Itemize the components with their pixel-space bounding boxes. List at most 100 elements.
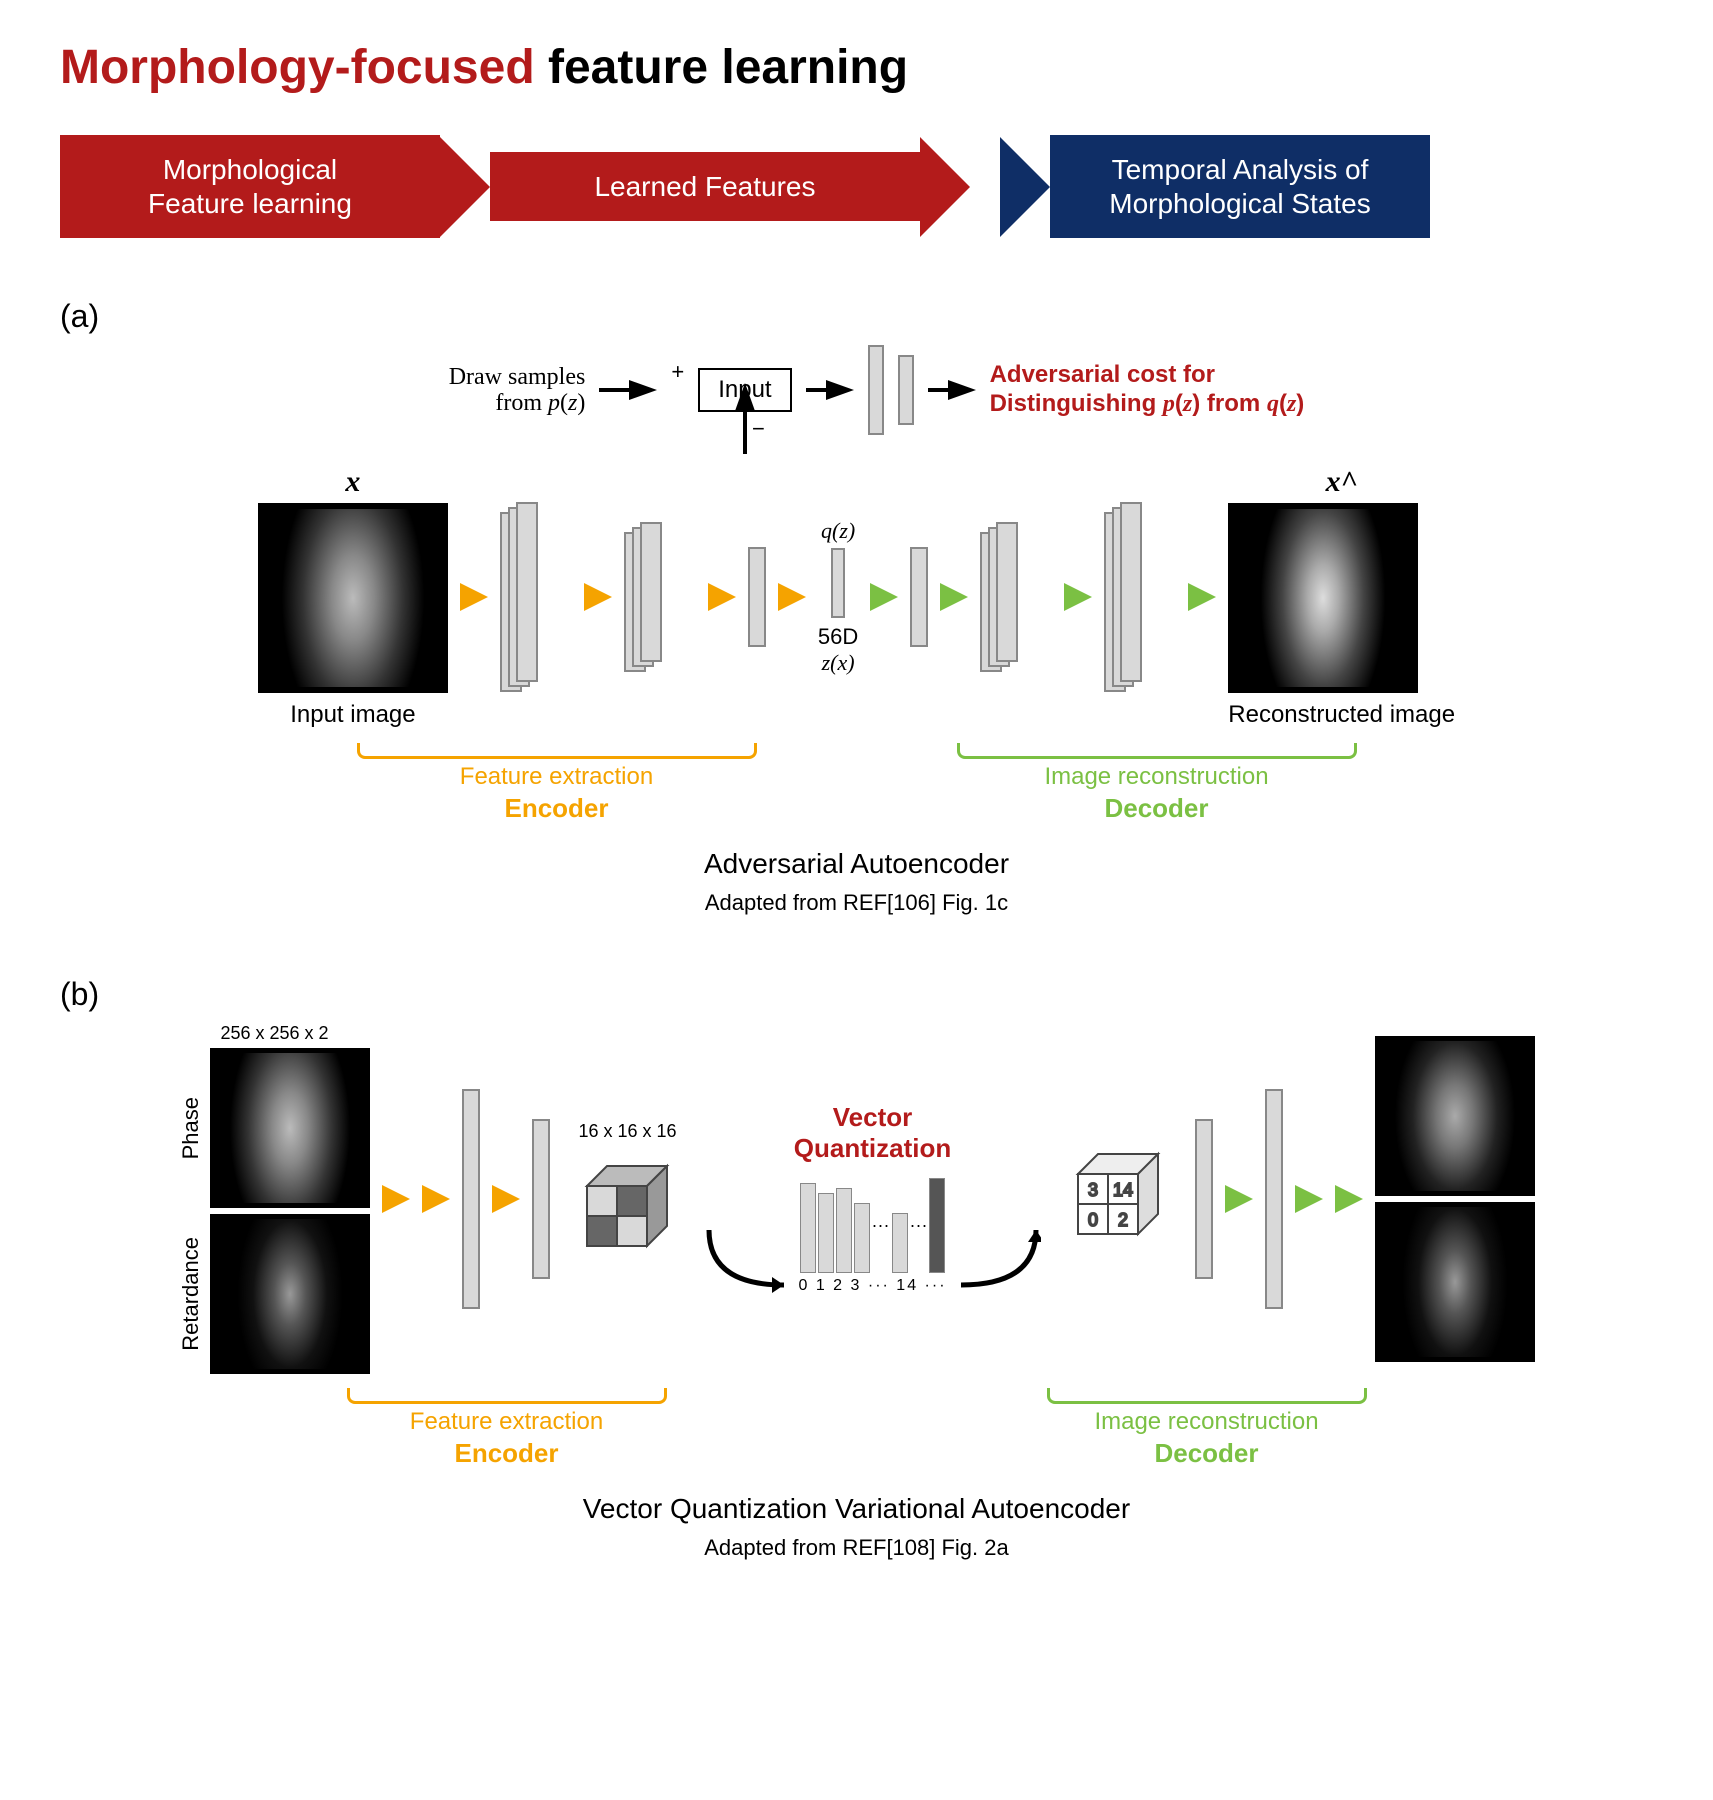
retardance-output-image: [1375, 1202, 1535, 1362]
b-dec-layer-1: [1195, 1119, 1213, 1279]
phase-image: [210, 1048, 370, 1208]
pipeline-arrow-1: [440, 137, 490, 237]
dec-stack-3: [1104, 502, 1144, 692]
curve-arrow-right-icon: [951, 1225, 1041, 1295]
enc-layer-3: [748, 547, 766, 647]
feature-cube-icon: [562, 1146, 692, 1276]
input-caption: Input image: [258, 701, 448, 729]
b-encoder-line2: Encoder: [347, 1438, 667, 1469]
disc-layer-1: [868, 345, 884, 435]
dec-arrow-1-icon: [870, 583, 898, 611]
dec-arrow-2-icon: [940, 583, 968, 611]
enc-arrow-4-icon: [778, 583, 806, 611]
adversarial-cost-text: Adversarial cost forDistinguishing p(z) …: [990, 361, 1305, 419]
b-decoder-line2: Decoder: [1047, 1438, 1367, 1469]
cube-dims-label: 16 x 16 x 16: [578, 1121, 676, 1142]
pipeline-bar: Morphological Feature learning Learned F…: [60, 135, 1653, 238]
phase-label: Phase: [178, 1097, 204, 1159]
pipeline-box-3: Temporal Analysis of Morphological State…: [1050, 135, 1430, 238]
b-decoder-line1: Image reconstruction: [1047, 1408, 1367, 1436]
b-dec-arrow-3-icon: [1335, 1185, 1363, 1213]
latent-layer: [831, 548, 845, 618]
title-red: Morphology-focused: [60, 41, 535, 94]
b-dec-arrow-2-icon: [1295, 1185, 1323, 1213]
latent-column: q(z) 56D z(x): [818, 518, 858, 676]
minus-sign: −: [752, 416, 765, 442]
enc-arrow-1-icon: [460, 583, 488, 611]
panel-b: (b) 256 x 256 x 2 Phase Retardance 16 x …: [60, 976, 1653, 1561]
quantized-cube-wrap: 3 14 0 2: [1053, 1134, 1183, 1264]
vq-center: Vector Quantization ··· ···: [704, 1102, 1040, 1295]
decoder-line2: Decoder: [957, 793, 1357, 824]
b-dec-arrow-1-icon: [1225, 1185, 1253, 1213]
codebook-bars: ··· ···: [800, 1178, 946, 1273]
panel-b-label: (b): [60, 976, 1653, 1013]
vq-label: Vector Quantization: [794, 1102, 951, 1164]
vqvae-bracket-row: Feature extraction Encoder Image reconst…: [60, 1388, 1653, 1469]
panel-a: (a) Draw samplesfrom p(z) + Input −: [60, 298, 1653, 916]
svg-text:14: 14: [1113, 1180, 1133, 1200]
retardance-image: [210, 1214, 370, 1374]
b-decoder-bracket: Image reconstruction Decoder: [1047, 1388, 1367, 1469]
enc-arrow-2-icon: [584, 583, 612, 611]
enc-stack-2: [624, 522, 664, 672]
encoder-line1: Feature extraction: [357, 763, 757, 791]
arrow-disc-2-icon: [948, 380, 976, 400]
page-title: Morphology-focused feature learning: [60, 40, 1653, 95]
decoder-line1: Image reconstruction: [957, 763, 1357, 791]
vqvae-title: Vector Quantization Variational Autoenco…: [60, 1493, 1653, 1525]
arrow-disc-1-icon: [826, 380, 854, 400]
aae-diagram-row: x Input image q(z) 56D z(x): [60, 465, 1653, 729]
b-enc-layer-2: [532, 1119, 550, 1279]
vqvae-sub: Adapted from REF[108] Fig. 2a: [60, 1535, 1653, 1561]
latent-zx: z(x): [818, 650, 858, 676]
pipeline-box-1: Morphological Feature learning: [60, 135, 440, 238]
phase-output-image: [1375, 1036, 1535, 1196]
svg-text:2: 2: [1118, 1210, 1128, 1230]
output-var-x: x^: [1228, 465, 1455, 499]
b-dec-layer-2: [1265, 1089, 1283, 1309]
b-enc-arrow-1-icon: [382, 1185, 410, 1213]
input-dims-label: 256 x 256 x 2: [220, 1023, 328, 1044]
pipeline-arrow-2: [920, 137, 970, 237]
arrow-to-input-icon: [629, 380, 657, 400]
vqvae-output-wrap: [1375, 1036, 1535, 1362]
pipeline-arrow-3: [1000, 137, 1050, 237]
encoder-line2: Encoder: [357, 793, 757, 824]
retardance-label: Retardance: [178, 1237, 204, 1351]
input-image-wrap: x Input image: [258, 465, 448, 729]
enc-stack-1: [500, 502, 540, 692]
aae-bracket-row: Feature extraction Encoder Image reconst…: [60, 743, 1653, 824]
dec-arrow-3-icon: [1064, 583, 1092, 611]
b-enc-arrow-2-icon: [422, 1185, 450, 1213]
dec-arrow-4-icon: [1188, 583, 1216, 611]
plus-sign: +: [671, 359, 684, 385]
b-enc-arrow-3-icon: [492, 1185, 520, 1213]
svg-text:3: 3: [1088, 1180, 1098, 1200]
arrow-up-icon: [735, 383, 755, 411]
output-cell-image: [1228, 503, 1418, 693]
latent-dim: 56D: [818, 624, 858, 650]
codebook-labels: 0 1 2 3 ··· 14 ···: [798, 1277, 946, 1295]
feature-cube-wrap: 16 x 16 x 16: [562, 1121, 692, 1276]
curve-arrow-left-icon: [704, 1225, 794, 1295]
input-cell-image: [258, 503, 448, 693]
aae-sub: Adapted from REF[106] Fig. 1c: [60, 890, 1653, 916]
dec-layer-1: [910, 547, 928, 647]
aae-title: Adversarial Autoencoder: [60, 848, 1653, 880]
title-black: feature learning: [535, 41, 908, 94]
disc-layer-2: [898, 355, 914, 425]
discriminator-input-box: Input −: [698, 368, 791, 412]
pipeline-box-2: Learned Features: [490, 152, 920, 222]
output-caption: Reconstructed image: [1228, 701, 1455, 729]
vqvae-input-wrap: 256 x 256 x 2 Phase Retardance: [178, 1023, 370, 1374]
draw-samples-text: Draw samplesfrom p(z): [449, 364, 586, 417]
latent-qz: q(z): [818, 518, 858, 544]
adversarial-top-row: Draw samplesfrom p(z) + Input − Adv: [80, 345, 1673, 435]
encoder-bracket: Feature extraction Encoder: [357, 743, 757, 824]
vqvae-diagram-row: 256 x 256 x 2 Phase Retardance 16 x 16 x…: [60, 1023, 1653, 1374]
input-var-x: x: [258, 465, 448, 499]
b-encoder-line1: Feature extraction: [347, 1408, 667, 1436]
output-image-wrap: x^ Reconstructed image: [1228, 465, 1455, 729]
dec-stack-2: [980, 522, 1020, 672]
